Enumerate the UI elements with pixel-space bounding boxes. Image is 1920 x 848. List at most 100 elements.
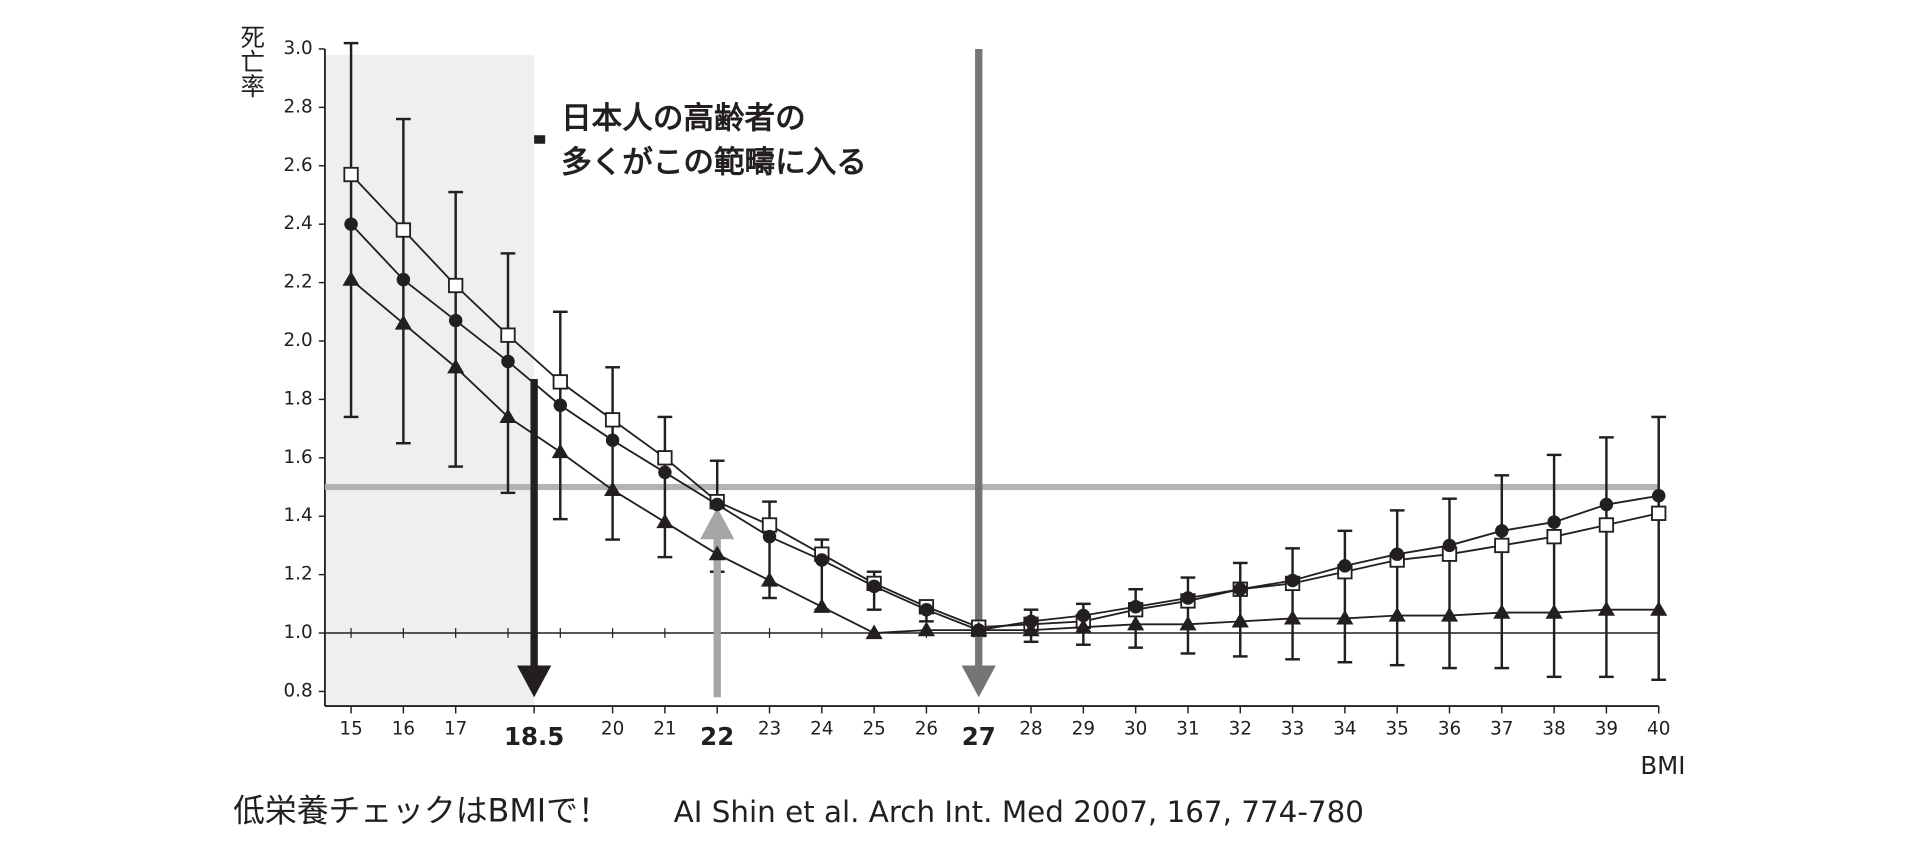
footer: 低栄養チェックはBMIで！ (233, 792, 610, 830)
x-tick-label: 24 (810, 718, 833, 739)
error-bar (552, 310, 568, 521)
x-tick-label: 25 (862, 718, 885, 739)
x-tick-label: 17 (444, 718, 467, 739)
error-bar (448, 190, 464, 468)
x-tick-label: 32 (1229, 718, 1252, 739)
marker-circle (1599, 497, 1614, 512)
y-tick-label: 0.8 (283, 680, 312, 701)
marker-triangle (1440, 606, 1459, 622)
marker-square (604, 412, 621, 428)
marker-circle (1285, 573, 1300, 588)
x-tick-label: 30 (1124, 718, 1147, 739)
error-bar (1651, 415, 1667, 681)
marker-triangle (1336, 609, 1354, 625)
y-tick-label: 1.0 (283, 622, 312, 643)
error-bar (657, 415, 673, 559)
series-line (350, 223, 1659, 632)
marker-triangle (1231, 612, 1249, 628)
error-bar (605, 366, 620, 541)
marker-square (1598, 517, 1615, 533)
arrow-head (700, 507, 735, 540)
error-bar (1599, 436, 1614, 679)
marker-triangle (1493, 604, 1511, 619)
y-tick-label: 1.4 (283, 505, 312, 526)
marker-triangle (604, 481, 622, 497)
marker-triangle (865, 624, 883, 640)
marker-circle (1233, 582, 1247, 596)
y-tick-label: 3.0 (283, 38, 312, 59)
marker-triangle (1127, 615, 1145, 631)
marker-square (343, 166, 359, 183)
y-tick-label: 1.2 (283, 564, 312, 585)
marker-circle (1128, 600, 1143, 614)
x-tick-label: 40 (1647, 718, 1670, 739)
marker-triangle (760, 571, 779, 587)
marker-square (395, 222, 412, 238)
citation: AI Shin et al. Arch Int. Med 2007, 167, … (674, 795, 1364, 829)
marker-circle (553, 398, 568, 412)
x-tick-label: 31 (1176, 718, 1199, 739)
error-bar (1494, 474, 1510, 670)
series-line (350, 173, 1659, 629)
marker-triangle (1650, 601, 1668, 616)
x-label: BMI (1640, 751, 1685, 780)
arrow-head (961, 665, 996, 698)
x-tick-label: 35 (1386, 718, 1409, 739)
marker-triangle (551, 443, 569, 459)
marker-square (448, 277, 464, 294)
marker-circle (396, 272, 411, 287)
error-bar (500, 252, 516, 495)
series-line (350, 278, 1659, 634)
x-tick-label: 28 (1019, 718, 1042, 739)
marker-triangle (917, 621, 935, 637)
y-tick-label: 2.4 (283, 213, 312, 234)
marker-triangle (1074, 618, 1092, 634)
y-tick-label: 1.8 (283, 388, 312, 409)
y-tick-label: 2.8 (283, 96, 312, 117)
error-bar (1180, 576, 1196, 655)
x-tick-label: 23 (758, 718, 781, 739)
y-tick-label: 2.0 (283, 330, 312, 351)
error-bar (1546, 453, 1562, 679)
marker-circle (1024, 614, 1038, 629)
shaded-region (324, 54, 535, 707)
x-tick-label: 36 (1438, 718, 1461, 739)
x-tick-label: 21 (653, 718, 676, 739)
y-tick-label: 2.2 (283, 272, 312, 293)
x-tick-label: 27 (962, 722, 996, 751)
marker-square (552, 374, 568, 390)
annotation: 多くがこの範疇に入る (561, 144, 867, 180)
error-bar (1337, 529, 1353, 664)
marker-circle (1076, 608, 1091, 623)
error-bar (1442, 497, 1457, 670)
marker-circle (344, 217, 358, 231)
marker-triangle (1597, 601, 1615, 616)
x-tick-label: 33 (1281, 718, 1304, 739)
marker-square (1494, 537, 1510, 554)
marker-circle (448, 313, 463, 328)
marker-circle (1651, 489, 1666, 503)
y-tick-label: 1.6 (283, 447, 312, 468)
x-tick-label: 39 (1595, 718, 1618, 739)
marker-square (1651, 505, 1667, 521)
marker-circle (762, 529, 777, 544)
marker-square (657, 450, 673, 466)
x-tick-label: 34 (1333, 718, 1356, 739)
marker-circle (605, 433, 620, 448)
marker-triangle (394, 314, 412, 330)
marker-triangle (1179, 615, 1197, 631)
x-tick-label: 22 (700, 722, 734, 751)
marker-triangle (656, 513, 674, 529)
error-bar (1285, 547, 1300, 661)
marker-triangle (1388, 606, 1406, 622)
marker-circle (710, 497, 724, 512)
marker-square (500, 327, 516, 343)
marker-circle (1442, 538, 1457, 553)
marker-triangle (708, 545, 726, 561)
x-tick-label: 37 (1490, 718, 1513, 739)
marker-triangle (499, 408, 517, 424)
error-bar (1232, 561, 1248, 658)
marker-triangle (342, 271, 360, 286)
marker-circle (1338, 559, 1352, 573)
